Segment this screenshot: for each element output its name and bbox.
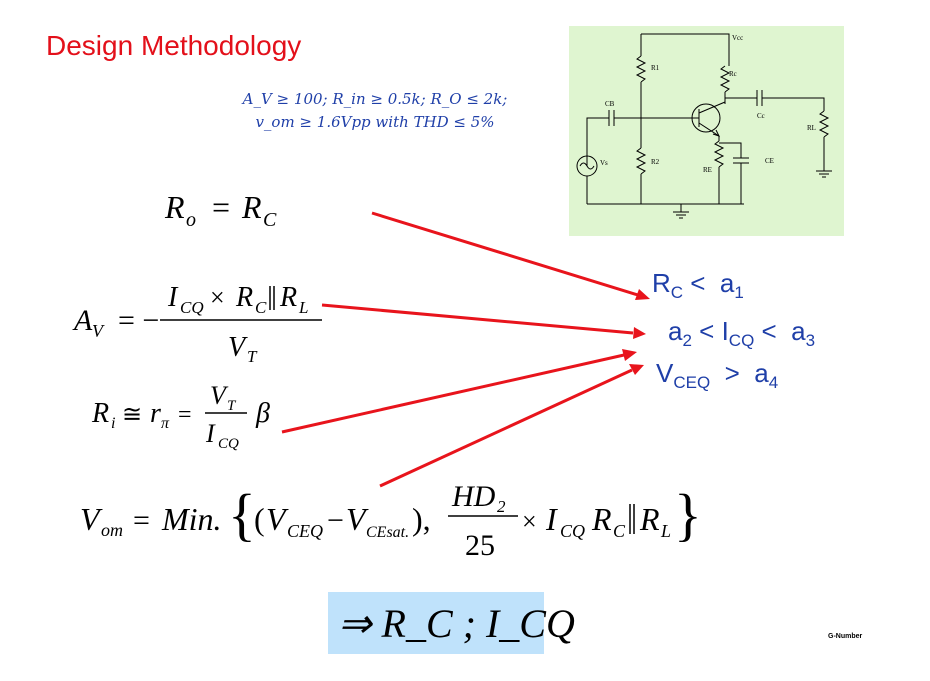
svg-text:V: V — [228, 332, 248, 363]
rl-label: RL — [807, 124, 816, 132]
rc-label: Rc — [729, 70, 737, 78]
svg-text:L: L — [660, 521, 671, 541]
svg-text:≅: ≅ — [122, 402, 142, 428]
svg-text:R: R — [639, 501, 660, 537]
conclusion-text: ⇒ R_C ; I_CQ — [338, 601, 575, 646]
svg-text:C: C — [613, 521, 626, 541]
result-icq: a2 < ICQ < a3 — [668, 316, 816, 351]
svg-text:×: × — [522, 507, 537, 536]
svg-text:V: V — [266, 501, 289, 537]
svg-text:V: V — [80, 501, 103, 537]
svg-text:×: × — [210, 283, 225, 312]
r1-label: R1 — [651, 64, 660, 72]
r2-label: R2 — [651, 158, 660, 166]
conclusion-box — [328, 592, 544, 654]
cb-label: CB — [605, 100, 615, 108]
svg-text:25: 25 — [465, 529, 495, 562]
design-specs: A_V ≥ 100; R_in ≥ 0.5k; R_O ≤ 2k; v_om ≥… — [210, 88, 540, 134]
svg-text:),: ), — [412, 501, 431, 537]
svg-text:= −: = − — [118, 304, 159, 337]
arrow-av — [321, 303, 634, 335]
footer-label: G-Number — [828, 633, 863, 640]
svg-text:=: = — [178, 402, 192, 428]
amplifier-schematic: Vcc R1 R2 Rc RE RL CB Cc CE Vs — [576, 33, 832, 219]
svg-text:i: i — [111, 415, 115, 432]
svg-text:A: A — [72, 304, 93, 337]
svg-text:Min.: Min. — [161, 501, 222, 537]
svg-text:CQ: CQ — [180, 298, 204, 317]
vcc-label: Vcc — [732, 34, 743, 42]
svg-text:R: R — [279, 282, 297, 313]
result-vceq: VCEQ > a4 — [656, 358, 779, 393]
svg-text:V: V — [210, 381, 229, 410]
svg-text:R: R — [241, 189, 262, 225]
svg-text:=: = — [133, 504, 150, 537]
svg-text:}: } — [674, 482, 702, 547]
svg-text:I: I — [545, 501, 558, 537]
result-rc: RC < a1 — [652, 268, 744, 303]
svg-text:T: T — [247, 347, 258, 366]
svg-text:R: R — [91, 398, 109, 429]
svg-text:2: 2 — [497, 497, 506, 516]
svg-text:V: V — [346, 501, 369, 537]
svg-text:C: C — [263, 209, 277, 231]
svg-text:{: { — [228, 482, 256, 547]
circuit-diagram: Vcc R1 R2 Rc RE RL CB Cc CE Vs — [569, 26, 844, 236]
svg-text:I: I — [205, 419, 216, 448]
slide-title: Design Methodology — [46, 30, 302, 61]
svg-text:CQ: CQ — [218, 436, 239, 452]
svg-text:CEsat.: CEsat. — [366, 524, 409, 541]
svg-text:−: − — [327, 504, 344, 537]
svg-text:R: R — [591, 501, 612, 537]
arrow-ro — [371, 211, 639, 297]
arrow-ri — [281, 353, 625, 434]
vs-label: Vs — [600, 159, 608, 167]
svg-text:C: C — [255, 298, 267, 317]
svg-text:r: r — [150, 398, 161, 429]
svg-text:HD: HD — [451, 480, 496, 513]
ce-label: CE — [765, 157, 774, 165]
svg-text:R: R — [235, 282, 253, 313]
svg-text:CQ: CQ — [560, 521, 585, 541]
svg-text:π: π — [161, 415, 170, 432]
svg-text:R: R — [164, 189, 185, 225]
svg-text:=: = — [212, 189, 230, 225]
svg-text:(: ( — [254, 501, 265, 537]
re-label: RE — [703, 166, 712, 174]
arrow-vom — [379, 368, 633, 488]
spec-line-2: v_om ≥ 1.6Vpp with THD ≤ 5% — [255, 113, 495, 131]
svg-text:V: V — [92, 321, 105, 341]
svg-text:CEQ: CEQ — [287, 521, 323, 541]
cc-label: Cc — [757, 112, 765, 120]
svg-text:T: T — [227, 398, 237, 414]
svg-text:L: L — [298, 298, 308, 317]
svg-text:I: I — [167, 282, 179, 313]
svg-text:o: o — [186, 209, 196, 231]
svg-text:β: β — [255, 398, 270, 429]
spec-line-1: A_V ≥ 100; R_in ≥ 0.5k; R_O ≤ 2k; — [242, 90, 508, 108]
svg-text:om: om — [101, 520, 123, 540]
